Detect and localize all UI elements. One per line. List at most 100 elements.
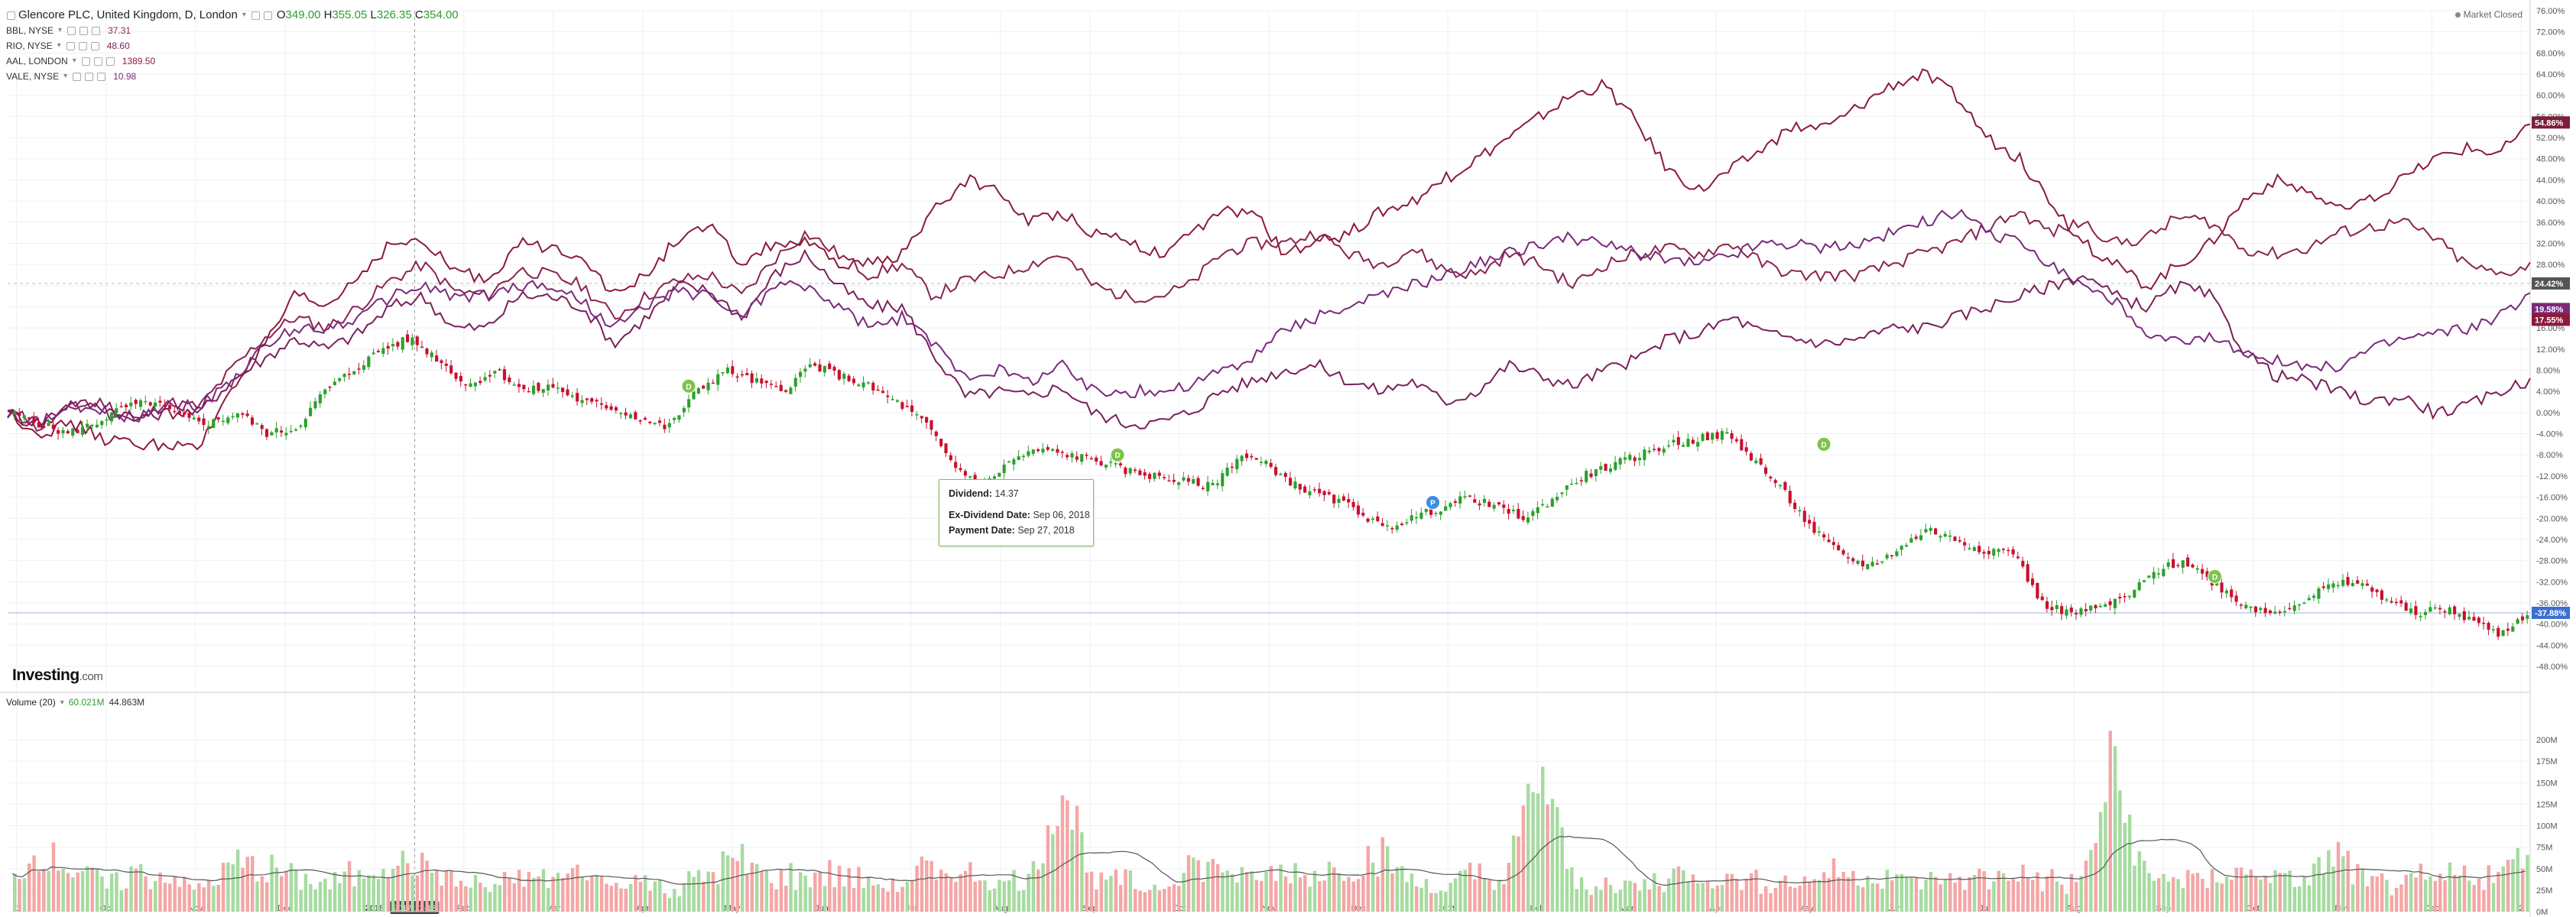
- candle-body: [702, 385, 706, 389]
- compare-row-aal[interactable]: AAL, LONDON ▾ 1389.50: [6, 53, 459, 69]
- volume-bar: [352, 886, 356, 912]
- candle-body: [2458, 614, 2461, 617]
- volume-bar: [561, 878, 565, 912]
- volume-bar: [1289, 883, 1293, 912]
- settings-icon[interactable]: [93, 57, 102, 66]
- volume-bar: [910, 880, 914, 912]
- main-symbol-row[interactable]: Glencore PLC, United Kingdom, D, London …: [6, 8, 459, 23]
- close-icon[interactable]: [92, 26, 101, 35]
- candle-body: [86, 423, 89, 428]
- candle-body: [1182, 477, 1186, 481]
- candle-body: [619, 413, 623, 415]
- candle-body: [1138, 470, 1142, 475]
- candle-body: [1196, 478, 1200, 486]
- chevron-down-icon[interactable]: ▾: [60, 698, 64, 707]
- dividend-marker[interactable]: D: [1110, 447, 1125, 462]
- split-marker[interactable]: P: [1426, 495, 1440, 510]
- volume-bar: [391, 869, 395, 912]
- volume-bar: [857, 867, 861, 912]
- eye-icon[interactable]: [66, 41, 75, 50]
- candle-body: [2055, 604, 2059, 610]
- volume-bar: [1434, 893, 1438, 912]
- y-tick-label: 0.00%: [2536, 409, 2560, 418]
- volume-bar: [231, 864, 235, 912]
- volume-bar: [241, 867, 245, 912]
- eye-icon[interactable]: [73, 72, 82, 81]
- candle-body: [1856, 560, 1860, 564]
- volume-bar: [206, 880, 211, 912]
- volume-bar: [2394, 887, 2399, 912]
- volume-bar: [1880, 888, 1884, 912]
- volume-bar: [270, 854, 274, 912]
- volume-bar: [1303, 875, 1307, 912]
- candle-body: [493, 371, 497, 374]
- candle-body: [1604, 464, 1608, 471]
- settings-icon[interactable]: [78, 41, 87, 50]
- compare-row-bbl[interactable]: BBL, NYSE ▾ 37.31: [6, 23, 459, 38]
- volume-bar: [784, 886, 788, 912]
- settings-icon[interactable]: [263, 11, 272, 20]
- volume-bar: [2365, 886, 2370, 912]
- candle-body: [1118, 463, 1123, 465]
- eye-icon[interactable]: [251, 11, 260, 20]
- candle-body: [1415, 517, 1419, 519]
- volume-bar: [1720, 885, 1724, 912]
- volume-y-tick-label: 200M: [2536, 736, 2558, 745]
- candle-body: [76, 429, 79, 433]
- compare-row-vale[interactable]: VALE, NYSE ▾ 10.98: [6, 69, 459, 84]
- volume-bar: [1332, 867, 1336, 912]
- chevron-down-icon[interactable]: ▾: [63, 72, 68, 80]
- settings-icon[interactable]: [85, 72, 94, 81]
- chevron-down-icon[interactable]: ▾: [72, 57, 76, 65]
- close-icon[interactable]: [105, 57, 115, 66]
- compare-row-rio[interactable]: RIO, NYSE ▾ 48.60: [6, 38, 459, 53]
- candle-body: [2263, 608, 2267, 614]
- eye-icon[interactable]: [67, 26, 76, 35]
- volume-bar: [886, 891, 890, 912]
- volume-bar: [1618, 889, 1622, 912]
- volume-bar: [1250, 871, 1254, 912]
- candle-body: [2069, 608, 2073, 613]
- series-line-bbl: [7, 210, 2531, 433]
- volume-bar: [119, 890, 124, 912]
- volume-bar: [2312, 864, 2316, 912]
- candle-body: [1157, 472, 1161, 476]
- close-icon[interactable]: [97, 72, 106, 81]
- settings-icon[interactable]: [79, 26, 89, 35]
- volume-bar: [915, 866, 919, 912]
- dividend-marker[interactable]: D: [1816, 436, 1831, 452]
- candle-body: [1031, 449, 1035, 454]
- volume-bar: [2491, 883, 2496, 912]
- candle-body: [1900, 546, 1903, 550]
- candle-body: [391, 344, 395, 347]
- chevron-down-icon[interactable]: ▾: [57, 41, 61, 50]
- volume-bar: [2113, 746, 2117, 912]
- candle-body: [1371, 518, 1375, 520]
- volume-bar: [1269, 866, 1273, 912]
- candle-body: [51, 424, 55, 429]
- candle-body: [309, 407, 313, 416]
- symbol-toggle-icon[interactable]: [7, 11, 15, 20]
- y-tick-label: 64.00%: [2536, 70, 2565, 79]
- volume-bar: [1517, 836, 1520, 912]
- chevron-down-icon[interactable]: ▾: [242, 11, 246, 19]
- candle-body: [1240, 455, 1244, 462]
- candle-body: [1172, 479, 1176, 482]
- volume-bar: [658, 879, 662, 912]
- volume-bar: [628, 883, 633, 912]
- close-icon[interactable]: [90, 41, 99, 50]
- volume-bar: [2321, 873, 2326, 912]
- eye-icon[interactable]: [81, 57, 90, 66]
- volume-bar: [498, 885, 502, 912]
- candle-body: [323, 389, 327, 394]
- candle-body: [1332, 494, 1336, 504]
- dividend-marker[interactable]: D: [2208, 569, 2222, 584]
- candle-body: [2491, 629, 2495, 631]
- volume-legend[interactable]: Volume (20) ▾ 60.021M 44.863M: [6, 697, 144, 708]
- candle-body: [2156, 573, 2161, 575]
- chevron-down-icon[interactable]: ▾: [58, 26, 63, 34]
- dividend-marker[interactable]: D: [681, 378, 696, 394]
- candle-body: [163, 404, 167, 407]
- ohlc-readout: O349.00 H355.05 L326.35 C354.00: [277, 8, 459, 23]
